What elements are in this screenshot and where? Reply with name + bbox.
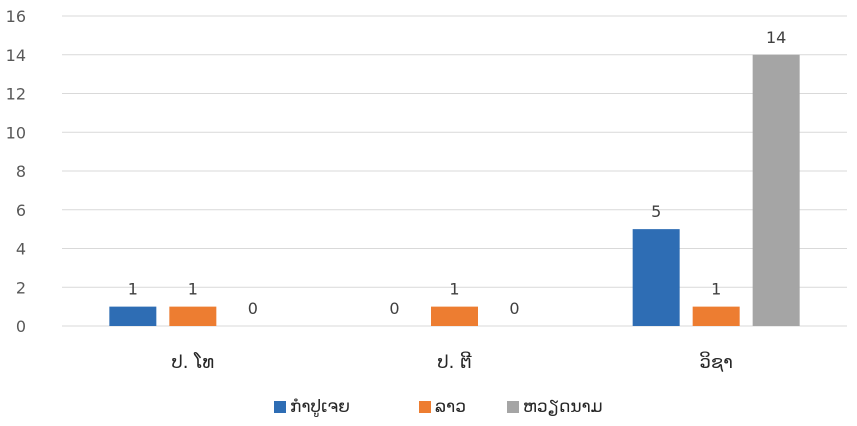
y-tick-label: 12: [6, 85, 26, 104]
legend-label: ກໍາປູເຈຍ: [290, 397, 350, 417]
legend-swatch: [419, 401, 431, 413]
bar: [109, 306, 157, 326]
y-tick-label: 2: [16, 278, 26, 297]
legend: ກໍາປູເຈຍ ລາວ ຫວຽດນາມ: [274, 397, 603, 417]
gridlines: [62, 15, 847, 327]
bar: [169, 306, 217, 326]
data-label: 1: [711, 280, 721, 299]
x-category-label: ປ. ຕີ: [437, 352, 471, 373]
y-tick-label: 14: [6, 46, 26, 65]
x-category-label: ວິຊາ: [699, 352, 732, 373]
data-label: 14: [766, 28, 786, 47]
data-label: 1: [128, 280, 138, 299]
x-axis-categories: ປ. ໂທ ປ. ຕີ ວິຊາ: [171, 352, 732, 373]
data-label: 1: [449, 280, 459, 299]
y-tick-label: 10: [6, 123, 26, 142]
y-tick-label: 16: [6, 7, 26, 26]
y-tick-label: 0: [16, 317, 26, 336]
y-tick-label: 4: [16, 240, 26, 259]
y-tick-label: 6: [16, 201, 26, 220]
data-label: 1: [188, 280, 198, 299]
bar: [752, 54, 800, 326]
legend-label: ຫວຽດນາມ: [523, 397, 603, 417]
data-label: 5: [651, 202, 661, 221]
bar: [431, 306, 478, 326]
legend-label: ລາວ: [435, 397, 466, 417]
data-label: 0: [509, 299, 519, 318]
data-label: 0: [248, 299, 258, 318]
legend-swatch: [507, 401, 519, 413]
bar: [692, 306, 740, 326]
y-axis-ticks: 0 2 4 6 8 10 12 14 16: [6, 7, 26, 336]
bar: [632, 229, 680, 326]
y-tick-label: 8: [16, 162, 26, 181]
data-labels: 1 1 0 0 1 0 5 1 14: [128, 28, 787, 318]
x-category-label: ປ. ໂທ: [171, 352, 214, 373]
legend-swatch: [274, 401, 286, 413]
bars: [109, 54, 800, 326]
data-label: 0: [389, 299, 399, 318]
